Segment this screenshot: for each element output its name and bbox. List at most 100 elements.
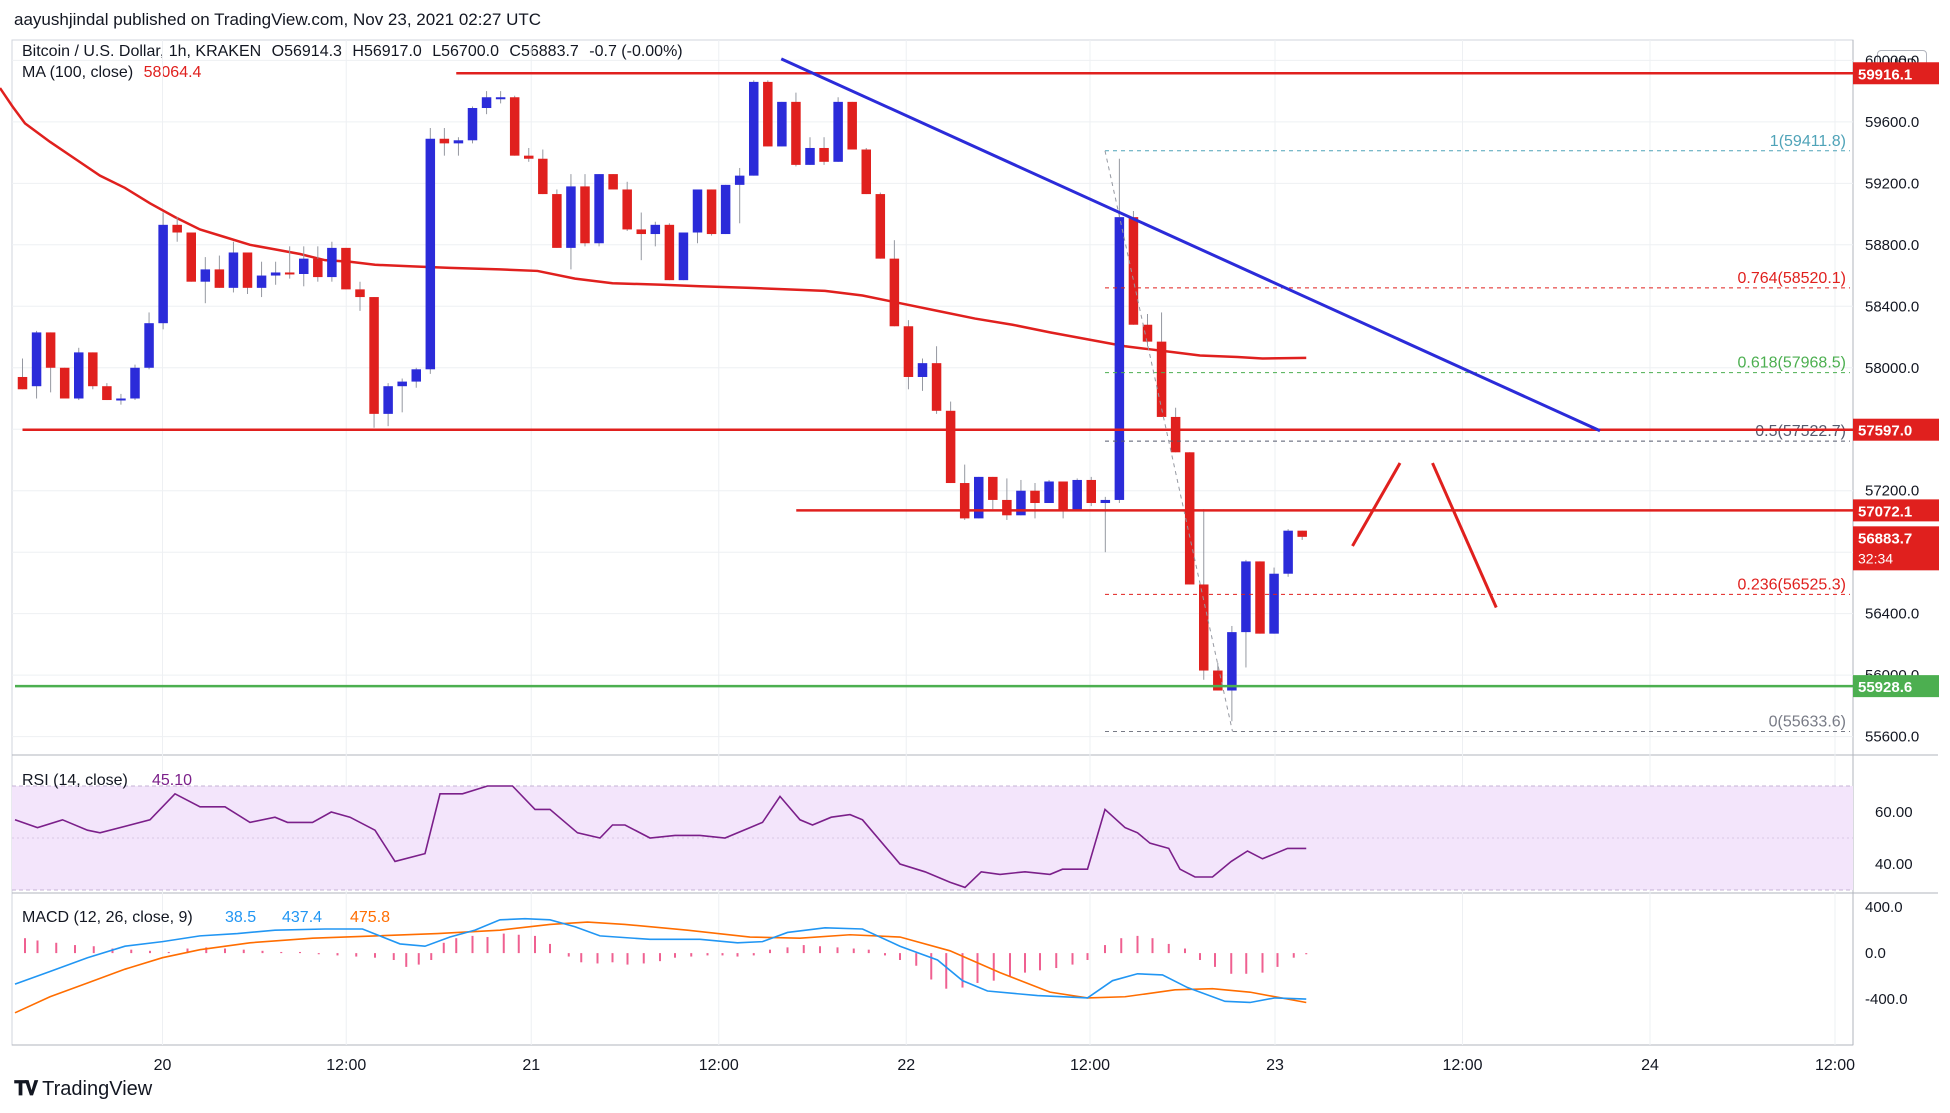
candle [889,258,900,327]
macd-tick-label: -400.0 [1865,991,1908,1008]
candle [720,184,731,235]
candle [256,275,267,288]
candle [1213,670,1223,691]
candle [411,369,421,382]
candle [791,101,801,165]
ma-label[interactable]: MA (100, close) [22,64,134,81]
publisher-line: aayushjindal published on TradingView.co… [14,10,542,29]
candle [988,476,998,500]
candle [383,386,393,414]
x-tick-label: 23 [1266,1057,1284,1074]
candle [341,247,351,290]
candle [777,101,787,147]
candle [1227,632,1237,691]
rsi-label: RSI (14, close) [22,772,128,789]
last-price-label: 56883.7 [1858,530,1912,547]
ma100-line [0,87,1307,360]
candle [1269,573,1279,634]
tradingview-brand[interactable]: 𝐓𝐕 TradingView [14,1078,152,1101]
candle [228,252,239,288]
candle [439,138,450,144]
candle [200,269,211,282]
candle [270,272,281,276]
candle [214,269,225,288]
fib-level-label: 0.764(58520.1) [1737,270,1846,287]
ohlc-open: O56914.3 [271,43,342,60]
projection-down-line [1431,462,1498,609]
macd-tick-label: 400.0 [1865,899,1903,916]
symbol-legend: Bitcoin / U.S. Dollar, 1h, KRAKEN O56914… [22,43,689,61]
candle [313,258,323,278]
rsi-value: 45.10 [152,772,192,789]
fib-level-label: 0.618(57968.5) [1737,355,1846,372]
candle [917,363,928,377]
fib-level-label: 1(59411.8) [1770,133,1846,150]
x-tick-label: 12:00 [1815,1057,1855,1074]
candle [31,332,42,387]
candle [45,332,56,368]
x-tick-label: 12:00 [699,1057,739,1074]
candle [1170,416,1181,453]
candle [116,398,126,401]
y-tick-label: 57200.0 [1865,483,1919,500]
candle [172,224,182,233]
candle [538,158,548,195]
candle [847,101,857,150]
rsi-line [14,785,1307,889]
candle [931,363,942,411]
candle [678,232,689,281]
macd-value: 38.5 [225,909,256,926]
candle [763,81,773,147]
macd-signal-line [14,921,1307,1014]
candle [974,476,984,519]
symbol-title[interactable]: Bitcoin / U.S. Dollar, 1h, KRAKEN [22,43,262,60]
macd-hist-value: 475.8 [350,909,390,926]
candle [467,108,478,141]
candle [552,194,562,248]
x-tick-label: 12:00 [1442,1057,1482,1074]
brand-label: TradingView [42,1078,153,1100]
support-55928-tag [1853,675,1939,698]
resistance-57072-tag [1853,499,1939,522]
candle [74,352,84,399]
candle [327,247,337,278]
candle [664,224,675,281]
y-tick-label: 58000.0 [1865,360,1919,377]
candle [158,224,168,324]
candle [1142,324,1153,342]
ma-value: 58064.4 [143,64,202,81]
candle [608,174,618,190]
y-tick-label: 58400.0 [1865,298,1919,315]
resistance-57597-tag-label: 57597.0 [1858,423,1912,440]
fib-level-label: 0.236(56525.3) [1737,576,1846,593]
candle [397,381,407,387]
fib-diagonal [1104,150,1233,732]
candle [819,147,829,162]
candle [1030,490,1040,504]
candle [1100,499,1111,504]
tradingview-logo-icon: 𝐓𝐕 [14,1078,38,1100]
ohlc-low: L56700.0 [432,43,499,60]
candle [1044,481,1054,504]
bar-countdown: 32:34 [1858,550,1893,566]
candle [566,186,576,248]
candle [102,386,112,401]
ma-legend: MA (100, close) 58064.4 [22,64,207,82]
candle [242,252,253,288]
candle [355,289,365,298]
resistance-59916-tag [1853,62,1939,85]
candle [369,297,379,414]
candle [945,410,956,484]
candle [903,326,914,377]
candle [1283,530,1293,574]
candle [1199,584,1209,671]
macd-signal-value: 437.4 [282,909,322,926]
candle [1086,479,1096,504]
x-tick-label: 12:00 [1070,1057,1110,1074]
resistance-57072-tag-label: 57072.1 [1858,503,1912,520]
support-55928-tag-label: 55928.6 [1858,679,1912,696]
candle [59,367,70,399]
ohlc-change: -0.7 (-0.00%) [589,43,683,60]
macd-line [14,917,1307,1004]
